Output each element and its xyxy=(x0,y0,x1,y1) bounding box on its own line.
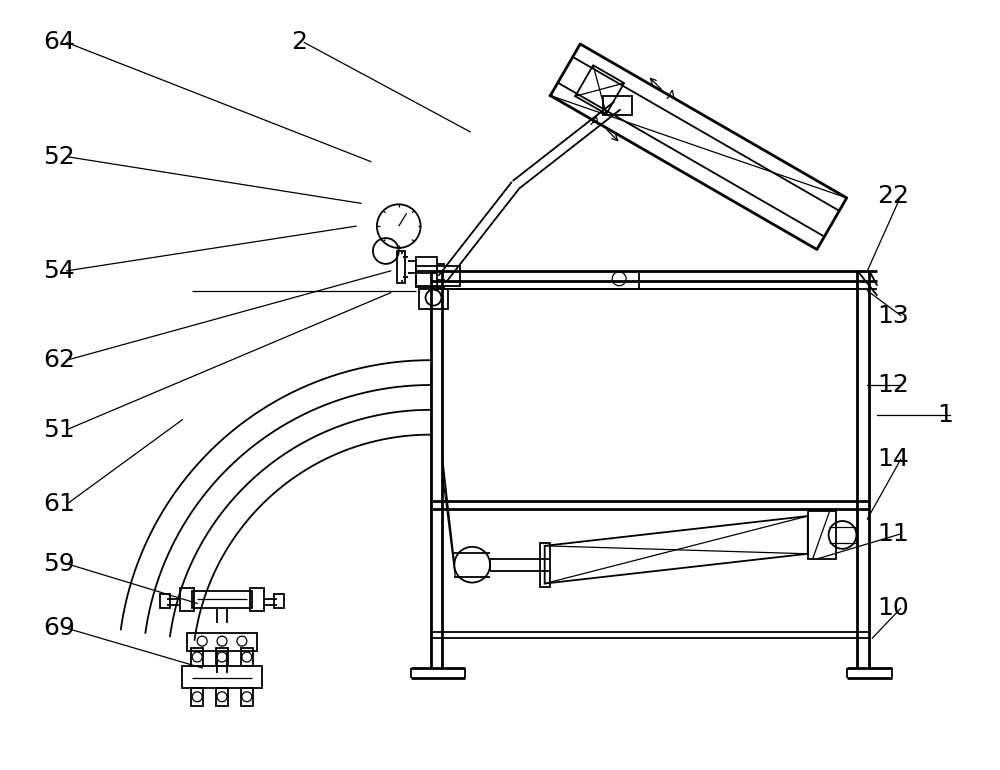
Bar xyxy=(416,257,437,271)
Bar xyxy=(216,688,228,705)
Bar xyxy=(216,648,228,666)
Bar xyxy=(241,648,253,666)
Bar xyxy=(182,666,262,688)
Bar xyxy=(241,688,253,705)
Text: 69: 69 xyxy=(43,616,75,640)
Text: 10: 10 xyxy=(877,597,909,621)
Text: 64: 64 xyxy=(43,31,75,55)
Bar xyxy=(397,251,405,283)
Text: A: A xyxy=(667,89,676,102)
Text: 14: 14 xyxy=(877,447,909,471)
Text: 52: 52 xyxy=(43,145,75,169)
Bar xyxy=(416,273,437,286)
Bar xyxy=(603,95,632,116)
Bar xyxy=(416,266,460,286)
Bar xyxy=(419,289,448,309)
Bar xyxy=(274,594,284,608)
Text: 22: 22 xyxy=(877,184,909,209)
Bar xyxy=(540,543,550,587)
Text: 62: 62 xyxy=(43,348,75,372)
Text: 13: 13 xyxy=(877,303,909,327)
Text: 61: 61 xyxy=(43,492,75,516)
Text: A: A xyxy=(591,116,599,129)
Bar xyxy=(808,511,836,559)
Text: 1: 1 xyxy=(937,403,953,427)
Text: 12: 12 xyxy=(877,373,909,397)
Text: 59: 59 xyxy=(43,551,75,576)
Bar xyxy=(180,588,194,611)
Text: 2: 2 xyxy=(292,31,308,55)
Text: 51: 51 xyxy=(43,417,75,442)
Bar xyxy=(160,594,170,608)
Bar xyxy=(191,688,203,705)
Bar xyxy=(250,588,264,611)
Bar xyxy=(192,591,252,608)
Text: 54: 54 xyxy=(43,259,75,283)
Bar xyxy=(191,648,203,666)
Text: 11: 11 xyxy=(877,522,909,546)
Bar xyxy=(187,633,257,651)
